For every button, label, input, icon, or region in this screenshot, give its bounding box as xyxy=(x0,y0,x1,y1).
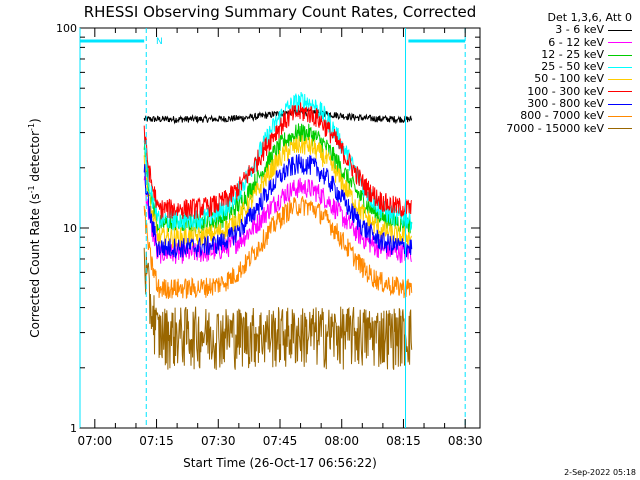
legend-entry: 3 - 6 keV xyxy=(506,23,632,37)
legend-label: 12 - 25 keV xyxy=(541,47,604,61)
series-layer xyxy=(143,91,413,370)
legend-swatch xyxy=(608,128,632,130)
x-axis-label: Start Time (26-Oct-17 06:56:22) xyxy=(183,456,377,470)
legend-label: 800 - 7000 keV xyxy=(520,109,604,123)
legend-swatch xyxy=(608,42,632,44)
legend-label: 7000 - 15000 keV xyxy=(506,121,604,135)
legend-entry: 12 - 25 keV xyxy=(506,47,632,61)
legend-swatch xyxy=(608,66,632,68)
legend-header: Det 1,3,6, Att 0 xyxy=(547,11,632,24)
y-label-main: Corrected Count Rate (s xyxy=(28,193,42,337)
legend-label: 25 - 50 keV xyxy=(541,60,604,74)
chart-title: RHESSI Observing Summary Count Rates, Co… xyxy=(84,3,477,21)
legend-entry: 6 - 12 keV xyxy=(506,35,632,49)
legend-label: 6 - 12 keV xyxy=(548,35,604,49)
x-tick-label: 07:00 xyxy=(78,434,113,448)
legend-swatch xyxy=(608,116,632,118)
x-tick-label: 08:15 xyxy=(386,434,421,448)
legend-swatch xyxy=(608,103,632,105)
legend-label: 3 - 6 keV xyxy=(555,23,604,37)
x-axis: 07:00 07:15 07:30 07:45 08:00 08:15 08:30 xyxy=(78,28,483,448)
legend-rows: 3 - 6 keV 6 - 12 keV 12 - 25 keV 25 - 50 ke… xyxy=(506,23,632,135)
plot-frame xyxy=(79,27,481,429)
series-line-1 xyxy=(143,107,413,125)
series-line-5 xyxy=(143,135,413,249)
y-label-end: ) xyxy=(28,118,42,123)
y-tick-label: 100 xyxy=(56,22,77,35)
series-line-2 xyxy=(143,175,412,264)
x-tick-label: 07:45 xyxy=(263,434,298,448)
x-tick-label: 08:00 xyxy=(324,434,359,448)
y-axis: 1 10 100 xyxy=(56,22,480,435)
x-tick-label: 08:30 xyxy=(448,434,483,448)
series-line-6 xyxy=(143,102,413,220)
legend-label: 300 - 800 keV xyxy=(527,97,604,111)
legend-entry: 800 - 7000 keV xyxy=(506,110,632,122)
legend-entry: 7000 - 15000 keV xyxy=(506,121,632,135)
legend-swatch xyxy=(608,79,632,81)
legend-entry: 300 - 800 keV xyxy=(506,97,632,111)
footer-timestamp: 2-Sep-2022 05:18 xyxy=(564,468,636,477)
legend-swatch xyxy=(608,91,632,93)
legend-entry: 50 - 100 keV xyxy=(506,73,632,85)
series-line-8 xyxy=(143,196,413,300)
y-axis-label: Corrected Count Rate (s-1 detector-1) xyxy=(27,118,42,337)
legend-label: 50 - 100 keV xyxy=(534,72,604,86)
y-tick-label: 10 xyxy=(63,222,77,235)
y-label-mid: detector xyxy=(28,131,42,186)
x-tick-label: 07:30 xyxy=(201,434,236,448)
series-line-3 xyxy=(143,123,413,234)
legend-label: 100 - 300 keV xyxy=(527,84,604,98)
legend: Det 1,3,6, Att 0 3 - 6 keV 6 - 12 keV 12 -… xyxy=(506,11,632,135)
series-line-9 xyxy=(143,247,413,370)
x-tick-label: 07:15 xyxy=(139,434,174,448)
legend-entry: 25 - 50 keV xyxy=(506,60,632,74)
legend-swatch xyxy=(608,54,632,56)
legend-entry: 100 - 300 keV xyxy=(506,84,632,98)
y-label-sup2: -1 xyxy=(27,123,36,131)
series-line-7 xyxy=(143,154,413,259)
y-label-sup1: -1 xyxy=(27,185,36,193)
legend-swatch xyxy=(608,29,632,31)
y-tick-label: 1 xyxy=(70,422,77,435)
night-flag-label: N xyxy=(156,37,163,47)
